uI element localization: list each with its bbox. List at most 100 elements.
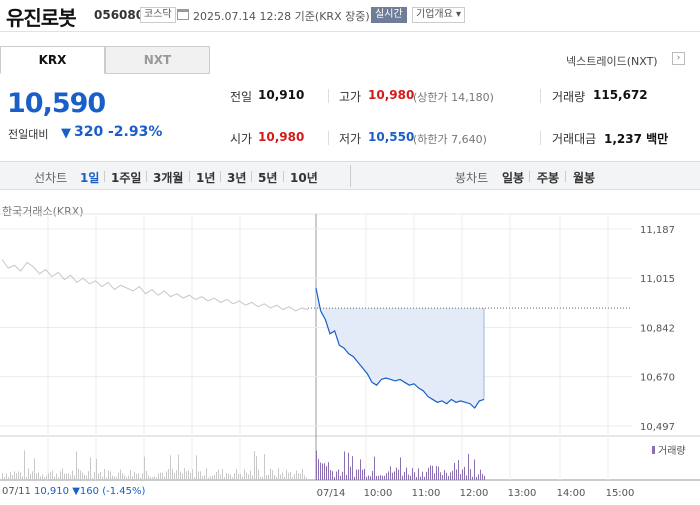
volume-bar: [32, 471, 33, 480]
chart-source-label: 한국거래소(KRX): [2, 205, 84, 218]
quote-timestamp: 2025.07.14 12:28 기준(KRX 장중): [193, 10, 370, 23]
volume-bar: [296, 470, 297, 480]
volume-bar: [224, 477, 225, 480]
volume-bar: [248, 474, 249, 480]
volume-bar: [34, 458, 35, 480]
amount-value: 1,237 백만: [604, 132, 669, 146]
volume-bar: [68, 473, 69, 480]
volume-bar: [82, 472, 83, 480]
period-5y[interactable]: 5년: [258, 171, 278, 185]
volume-bar: [426, 471, 427, 480]
tab-krx[interactable]: KRX: [0, 46, 105, 74]
volume-bar: [362, 469, 363, 480]
volume-bar: [398, 469, 399, 480]
volume-bar: [168, 468, 169, 480]
volume-bar: [270, 468, 271, 480]
x-tick-label: 14:00: [557, 488, 586, 499]
volume-bar: [378, 476, 379, 480]
amount-label: 거래대금: [552, 132, 597, 146]
company-info-dropdown[interactable]: 기업개요 ▾: [412, 7, 465, 23]
volume-bar: [242, 476, 243, 480]
volume-bar: [60, 471, 61, 480]
volume-bar: [252, 475, 253, 480]
volume-bar: [376, 475, 377, 480]
volume-bar: [156, 477, 157, 480]
volume-bar: [28, 468, 29, 480]
stock-header: 유진로봇 056080 코스닥 2025.07.14 12:28 기준(KRX …: [0, 0, 700, 32]
volume-bar: [272, 470, 273, 480]
x-tick-label: 12:00: [460, 488, 489, 499]
volume-bar: [226, 473, 227, 480]
y-tick-label: 10,497: [640, 422, 675, 433]
volume-bar: [286, 469, 287, 480]
volume-bar: [158, 473, 159, 480]
volume-bar: [78, 468, 79, 480]
volume-bar: [202, 475, 203, 480]
volume-bar: [114, 476, 115, 480]
open-value: 10,980: [258, 130, 305, 144]
volume-bar: [290, 471, 291, 480]
high-value: 10,980: [368, 88, 415, 102]
volume-bar: [36, 473, 37, 480]
period-separator: [189, 171, 190, 182]
volume-bar: [134, 471, 135, 480]
chevron-right-icon[interactable]: ›: [672, 52, 685, 65]
realtime-button[interactable]: 실시간: [371, 7, 407, 23]
volume-bar: [414, 472, 415, 480]
volume-bar: [250, 470, 251, 480]
volume-bar: [344, 451, 345, 480]
volume-bar: [474, 459, 475, 480]
volume-bar: [448, 475, 449, 480]
calendar-icon: [177, 9, 189, 20]
period-bar: 선차트 1일 1주일 3개월 1년 3년 5년 10년 봉차트 일봉 주봉 월봉: [0, 161, 700, 190]
volume-bar: [118, 472, 119, 480]
period-1y[interactable]: 1년: [196, 171, 216, 185]
volume-bar: [356, 469, 357, 480]
volume-bar: [152, 477, 153, 480]
volume-bar: [306, 477, 307, 480]
period-3m[interactable]: 3개월: [153, 171, 184, 185]
volume-bar: [404, 471, 405, 480]
volume-bar: [444, 470, 445, 480]
volume-bar: [76, 451, 77, 480]
quote-divider: [328, 131, 329, 145]
volume-bar: [470, 469, 471, 480]
volume-bar: [54, 476, 55, 480]
period-group-divider: [350, 165, 351, 187]
volume-bar: [220, 474, 221, 480]
prev-session-line: [1, 259, 309, 312]
volume-bar: [20, 472, 21, 480]
quote-divider: [328, 89, 329, 103]
volume-bar: [340, 475, 341, 480]
quote-divider: [540, 131, 541, 145]
candle-monthly[interactable]: 월봉: [573, 171, 596, 185]
candle-daily[interactable]: 일봉: [502, 171, 525, 185]
volume-bar: [64, 473, 65, 480]
tab-nxt[interactable]: NXT: [105, 46, 210, 74]
volume-bar: [8, 477, 9, 480]
stock-name: 유진로봇: [6, 6, 77, 30]
candle-weekly[interactable]: 주봉: [537, 171, 560, 185]
volume-bar: [146, 470, 147, 480]
volume-bar: [204, 474, 205, 480]
volume-bar: [232, 477, 233, 480]
period-1w[interactable]: 1주일: [111, 171, 142, 185]
period-1d[interactable]: 1일: [80, 171, 100, 185]
y-tick-label: 11,187: [640, 225, 675, 236]
volume-bar: [10, 472, 11, 480]
volume-bar: [190, 472, 191, 480]
volume-bar: [330, 469, 331, 480]
volume-bar: [278, 468, 279, 480]
period-3y[interactable]: 3년: [227, 171, 247, 185]
volume-value: 115,672: [593, 88, 648, 102]
period-10y[interactable]: 10년: [290, 171, 318, 185]
volume-bar: [30, 473, 31, 480]
volume-bar: [318, 459, 319, 480]
volume-bar: [424, 476, 425, 480]
nextrade-link[interactable]: 넥스트레이드(NXT): [566, 55, 658, 68]
volume-bar: [234, 473, 235, 480]
volume-bar: [162, 472, 163, 480]
volume-bar: [88, 471, 89, 480]
volume-bar: [268, 474, 269, 480]
